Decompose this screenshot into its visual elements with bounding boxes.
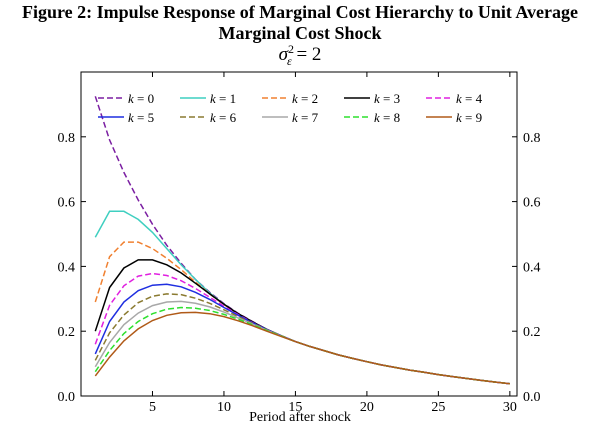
legend: k = 0 k = 1 k = 2 k = 3 k = 4 k = 5 k = 6 k = 7…: [98, 91, 483, 125]
plot-frame: [80, 71, 518, 397]
series-lines: [94, 96, 510, 385]
subtitle-subscript: ε: [286, 54, 292, 68]
legend-label: k = 2: [292, 91, 318, 106]
subtitle-superscript: 2: [287, 42, 294, 56]
subtitle-value: = 2: [291, 44, 322, 65]
series-line-k6: [94, 293, 510, 385]
legend-label: k = 4: [456, 91, 483, 106]
y-tick-label-left: 0.0: [58, 390, 76, 405]
x-axis-label: Period after shock: [249, 410, 351, 425]
legend-label: k = 5: [128, 110, 154, 125]
series-line-k3: [94, 259, 510, 385]
series-line-k4: [94, 272, 510, 385]
x-tick-label: 30: [503, 400, 517, 415]
x-tick-label: 15: [288, 400, 302, 415]
legend-label: k = 8: [374, 110, 400, 125]
y-tick-label-right: 0.0: [523, 390, 541, 405]
y-tick-label-right: 0.6: [523, 196, 541, 211]
subtitle-sigma: σ: [278, 44, 288, 65]
legend-label: k = 1: [210, 91, 236, 106]
series-line-k7: [94, 300, 510, 385]
y-tick-label-right: 0.8: [523, 131, 541, 146]
axis-ticks: 5 10 15 20 25 30 0.0 0.0 0.2 0.2 0.4 0.4 0.6 0.6 0.8 0.…: [58, 72, 541, 415]
series-line-k0: [94, 96, 510, 385]
chart-title-line-2: Marginal Cost Shock: [218, 23, 382, 43]
y-tick-label-right: 0.4: [523, 260, 541, 275]
y-tick-label-left: 0.4: [58, 260, 76, 275]
y-tick-label-left: 0.2: [58, 325, 76, 340]
series-line-k9: [94, 311, 510, 385]
chart-subtitle: σ2ε = 2: [0, 42, 600, 68]
x-tick-label: 5: [149, 400, 156, 415]
legend-label: k = 9: [456, 110, 482, 125]
series-line-k5: [94, 283, 510, 385]
x-tick-label: 25: [431, 400, 445, 415]
x-tick-label: 10: [217, 400, 231, 415]
series-line-k1: [94, 210, 510, 385]
legend-label: k = 6: [210, 110, 237, 125]
x-tick-label: 20: [360, 400, 374, 415]
chart-title-line-1: Figure 2: Impulse Response of Marginal C…: [22, 2, 578, 22]
legend-label: k = 0: [128, 91, 154, 106]
y-tick-label-left: 0.8: [58, 131, 76, 146]
legend-label: k = 7: [292, 110, 319, 125]
y-tick-label-right: 0.2: [523, 325, 541, 340]
series-line-k2: [94, 241, 510, 385]
y-tick-label-left: 0.6: [58, 196, 76, 211]
legend-label: k = 3: [374, 91, 400, 106]
